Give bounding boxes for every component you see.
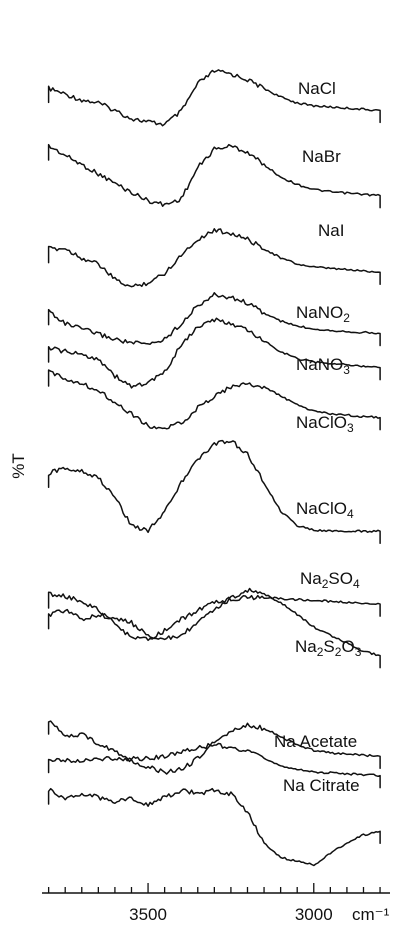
- spectra-traces: [47, 69, 381, 867]
- x-axis-unit-label: cm⁻¹: [352, 905, 390, 924]
- series-label-nai: NaI: [318, 221, 344, 240]
- series-label-na-acetate: Na Acetate: [274, 732, 357, 751]
- series-label-nacl: NaCl: [298, 79, 336, 98]
- trace-nano3: [47, 317, 381, 389]
- series-label-na-citrate: Na Citrate: [283, 776, 360, 795]
- x-tick-label-3500: 3500: [129, 905, 167, 924]
- series-label-nabr: NaBr: [302, 147, 341, 166]
- series-labels: NaCl NaBr NaI NaNO2 NaNO3 NaClO3 NaClO4 Na2SO4 N…: [274, 79, 362, 795]
- trace-naclo4: [47, 439, 381, 544]
- trace-na-citrate: [47, 787, 381, 867]
- trace-nai: [47, 228, 381, 288]
- series-label-na2s2o3: Na2S2O3: [295, 637, 362, 659]
- x-axis: 3500 3000 cm⁻¹: [42, 883, 390, 924]
- trace-na-citrate: [47, 742, 381, 789]
- x-tick-label-3000: 3000: [295, 905, 333, 924]
- trace-nabr: [47, 143, 381, 209]
- trace-nacl: [47, 69, 381, 127]
- x-axis-ticks: 3500 3000: [47, 883, 381, 924]
- series-label-naclo4: NaClO4: [296, 499, 354, 521]
- series-label-nano3: NaNO3: [296, 355, 350, 377]
- series-label-na2so4: Na2SO4: [300, 569, 360, 591]
- y-axis-label: %T: [9, 453, 28, 479]
- trace-na2s2o3: [47, 587, 381, 669]
- trace-na-acetate: [47, 720, 381, 775]
- trace-naclo3: [47, 369, 381, 431]
- series-label-naclo3: NaClO3: [296, 413, 354, 435]
- trace-nano2: [47, 292, 381, 347]
- series-label-nano2: NaNO2: [296, 303, 350, 325]
